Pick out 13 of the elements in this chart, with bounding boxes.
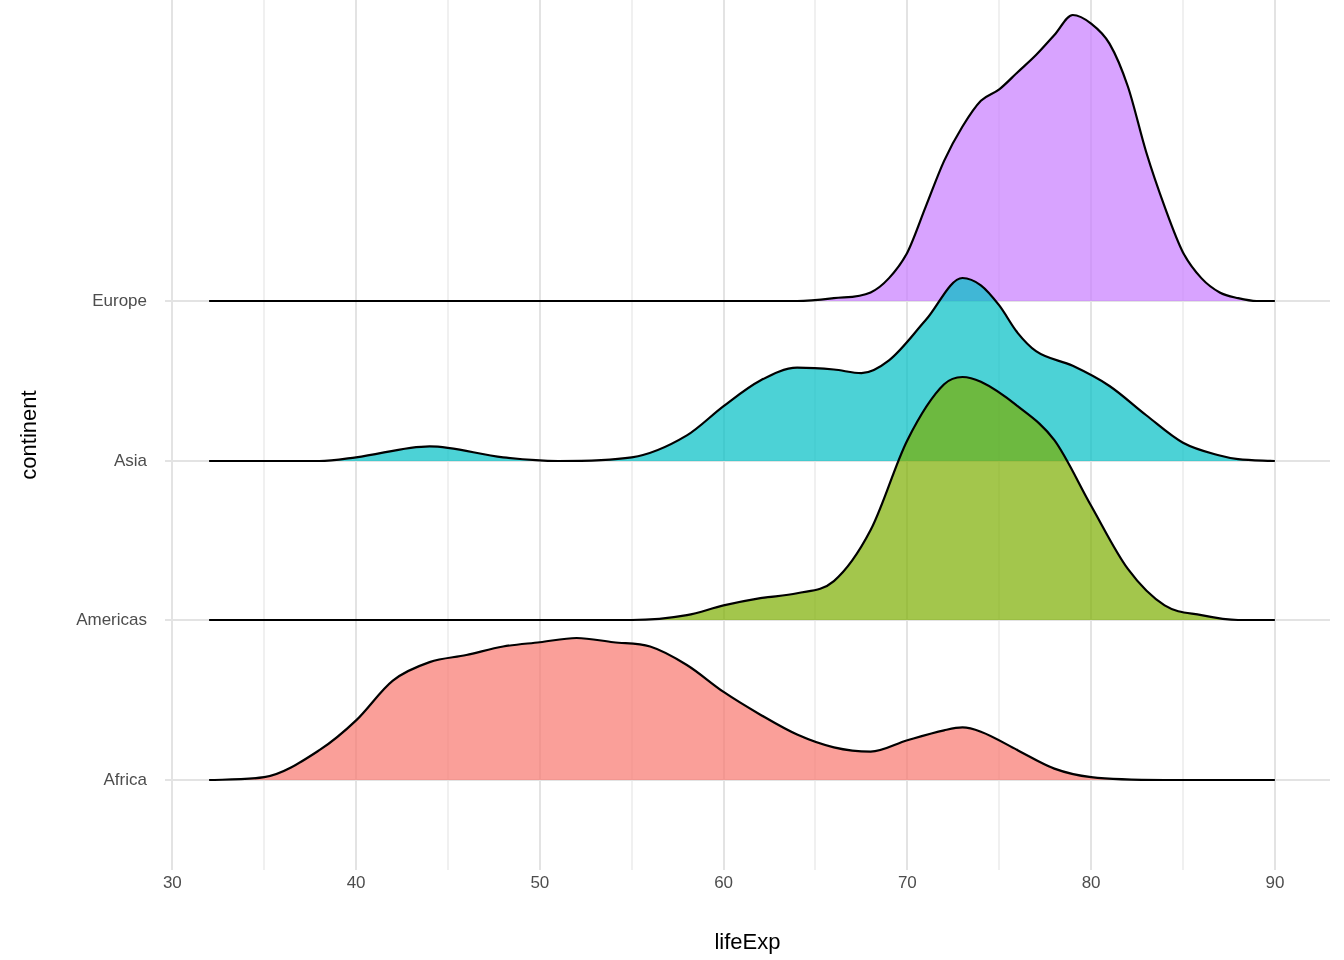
x-tick-label: 30 bbox=[162, 872, 182, 892]
x-tick-label: 70 bbox=[897, 872, 917, 892]
x-tick-label: 80 bbox=[1081, 872, 1101, 892]
y-axis-title: continent bbox=[16, 390, 42, 480]
text: Asia bbox=[113, 450, 148, 470]
text: Europe bbox=[92, 290, 147, 310]
text: Africa bbox=[103, 769, 148, 789]
x-tick-label: 60 bbox=[714, 872, 734, 892]
x-axis-title: lifeExp bbox=[714, 928, 781, 954]
text: Americas bbox=[76, 609, 147, 629]
x-tick-label: 90 bbox=[1265, 872, 1285, 892]
x-tick-label: 40 bbox=[346, 872, 366, 892]
x-tick-label: 50 bbox=[530, 872, 550, 892]
